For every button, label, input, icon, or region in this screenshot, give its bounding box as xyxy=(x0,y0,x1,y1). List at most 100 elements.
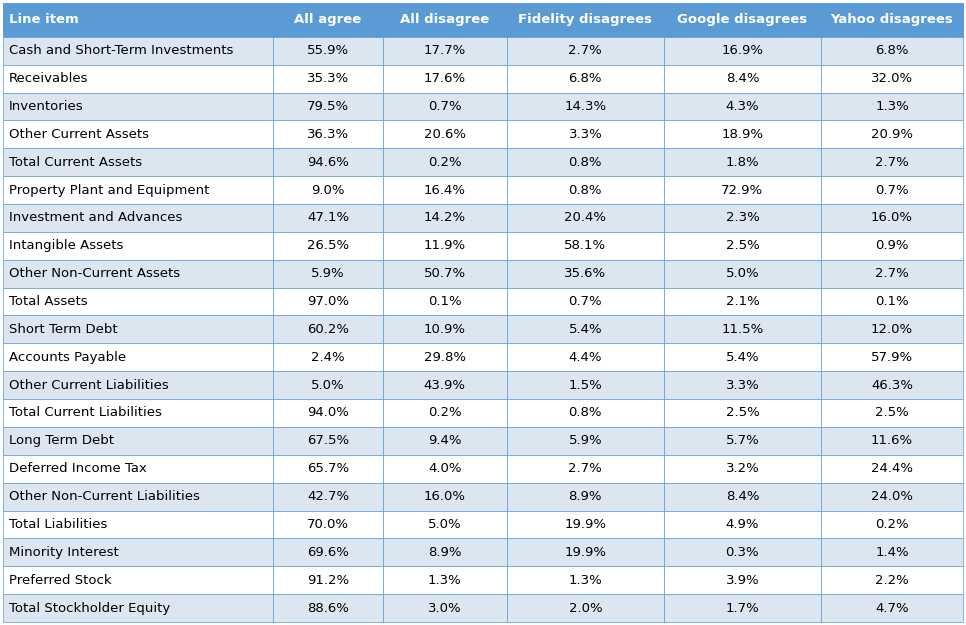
Bar xyxy=(3,121,273,148)
Text: All agree: All agree xyxy=(295,13,361,26)
Bar xyxy=(3,455,273,482)
Text: Total Liabilities: Total Liabilities xyxy=(9,518,107,531)
Text: 5.0%: 5.0% xyxy=(725,267,759,280)
Text: 10.9%: 10.9% xyxy=(424,323,466,336)
Text: 16.4%: 16.4% xyxy=(424,184,466,196)
Bar xyxy=(383,288,507,316)
Text: Intangible Assets: Intangible Assets xyxy=(9,239,124,252)
Bar xyxy=(273,204,383,232)
Bar xyxy=(3,3,273,37)
Text: 0.7%: 0.7% xyxy=(428,100,462,113)
Bar xyxy=(383,427,507,455)
Text: 0.1%: 0.1% xyxy=(428,295,462,308)
Bar xyxy=(273,260,383,288)
Bar xyxy=(664,427,821,455)
Bar xyxy=(273,371,383,399)
Text: Total Current Assets: Total Current Assets xyxy=(9,156,142,169)
Text: 17.6%: 17.6% xyxy=(424,72,466,85)
Bar xyxy=(383,482,507,511)
Bar xyxy=(664,455,821,482)
Bar xyxy=(507,511,664,538)
Text: 2.3%: 2.3% xyxy=(725,211,759,224)
Bar xyxy=(821,399,963,427)
Text: 50.7%: 50.7% xyxy=(424,267,466,280)
Bar xyxy=(273,427,383,455)
Text: 8.4%: 8.4% xyxy=(725,490,759,503)
Bar xyxy=(273,399,383,427)
Text: 6.8%: 6.8% xyxy=(569,72,602,85)
Text: 20.4%: 20.4% xyxy=(564,211,607,224)
Bar xyxy=(507,316,664,343)
Bar xyxy=(821,427,963,455)
Text: 24.0%: 24.0% xyxy=(871,490,913,503)
Text: 2.7%: 2.7% xyxy=(875,156,909,169)
Bar xyxy=(3,427,273,455)
Bar xyxy=(821,3,963,37)
Bar xyxy=(3,566,273,594)
Bar xyxy=(273,594,383,622)
Text: 8.9%: 8.9% xyxy=(428,546,462,559)
Text: 4.9%: 4.9% xyxy=(725,518,759,531)
Bar xyxy=(3,399,273,427)
Text: 55.9%: 55.9% xyxy=(307,44,349,58)
Text: Minority Interest: Minority Interest xyxy=(9,546,119,559)
Bar xyxy=(383,121,507,148)
Text: Cash and Short-Term Investments: Cash and Short-Term Investments xyxy=(9,44,234,58)
Bar xyxy=(821,92,963,121)
Text: 46.3%: 46.3% xyxy=(871,379,913,392)
Text: 26.5%: 26.5% xyxy=(307,239,349,252)
Bar xyxy=(821,232,963,260)
Text: Other Non-Current Liabilities: Other Non-Current Liabilities xyxy=(9,490,200,503)
Bar xyxy=(3,316,273,343)
Bar xyxy=(664,37,821,64)
Bar xyxy=(507,566,664,594)
Bar xyxy=(507,3,664,37)
Text: 79.5%: 79.5% xyxy=(307,100,349,113)
Text: 20.6%: 20.6% xyxy=(424,127,466,141)
Bar xyxy=(821,288,963,316)
Text: 2.0%: 2.0% xyxy=(569,602,602,614)
Bar xyxy=(383,371,507,399)
Bar xyxy=(664,538,821,566)
Text: Receivables: Receivables xyxy=(9,72,89,85)
Bar xyxy=(383,511,507,538)
Bar xyxy=(507,455,664,482)
Bar xyxy=(273,3,383,37)
Text: Other Non-Current Assets: Other Non-Current Assets xyxy=(9,267,180,280)
Text: 65.7%: 65.7% xyxy=(307,462,349,475)
Text: 0.9%: 0.9% xyxy=(875,239,909,252)
Text: 1.3%: 1.3% xyxy=(428,574,462,587)
Text: 2.7%: 2.7% xyxy=(875,267,909,280)
Text: 9.0%: 9.0% xyxy=(311,184,345,196)
Bar xyxy=(507,482,664,511)
Bar xyxy=(664,92,821,121)
Bar xyxy=(3,204,273,232)
Text: Short Term Debt: Short Term Debt xyxy=(9,323,118,336)
Bar xyxy=(3,538,273,566)
Text: 2.4%: 2.4% xyxy=(311,351,345,364)
Bar xyxy=(273,176,383,204)
Bar xyxy=(3,92,273,121)
Bar xyxy=(664,232,821,260)
Text: 0.2%: 0.2% xyxy=(428,156,462,169)
Text: Line item: Line item xyxy=(9,13,79,26)
Bar xyxy=(3,343,273,371)
Text: 1.3%: 1.3% xyxy=(568,574,602,587)
Bar xyxy=(821,148,963,176)
Text: Total Current Liabilities: Total Current Liabilities xyxy=(9,406,162,419)
Text: 4.0%: 4.0% xyxy=(428,462,462,475)
Text: 9.4%: 9.4% xyxy=(428,434,462,447)
Text: 2.5%: 2.5% xyxy=(725,239,759,252)
Text: 5.9%: 5.9% xyxy=(569,434,602,447)
Bar xyxy=(664,399,821,427)
Bar xyxy=(664,176,821,204)
Text: 4.7%: 4.7% xyxy=(875,602,909,614)
Text: 0.2%: 0.2% xyxy=(428,406,462,419)
Bar xyxy=(273,288,383,316)
Text: 57.9%: 57.9% xyxy=(871,351,913,364)
Bar xyxy=(821,121,963,148)
Bar xyxy=(821,176,963,204)
Bar xyxy=(664,204,821,232)
Bar xyxy=(664,3,821,37)
Bar xyxy=(3,37,273,64)
